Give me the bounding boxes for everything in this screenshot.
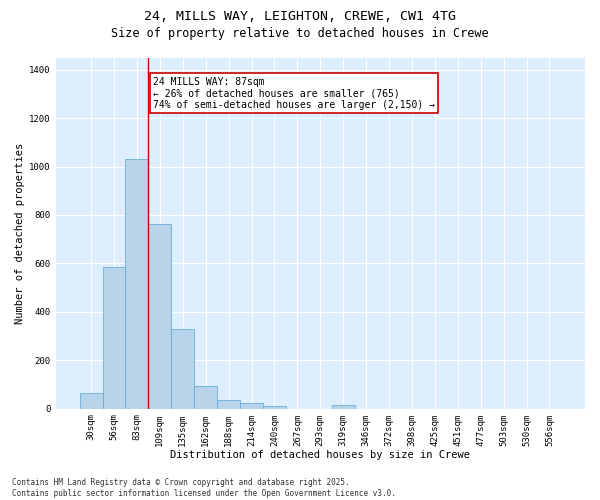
Bar: [125, 159, 148, 408]
Bar: [80, 393, 103, 408]
Bar: [171, 329, 194, 408]
Bar: [194, 386, 217, 408]
Bar: [217, 400, 240, 408]
X-axis label: Distribution of detached houses by size in Crewe: Distribution of detached houses by size …: [170, 450, 470, 460]
Bar: [263, 406, 286, 408]
Text: Size of property relative to detached houses in Crewe: Size of property relative to detached ho…: [111, 28, 489, 40]
Bar: [103, 267, 125, 408]
Bar: [240, 404, 263, 408]
Y-axis label: Number of detached properties: Number of detached properties: [15, 142, 25, 324]
Text: 24 MILLS WAY: 87sqm
← 26% of detached houses are smaller (765)
74% of semi-detac: 24 MILLS WAY: 87sqm ← 26% of detached ho…: [153, 77, 435, 110]
Text: Contains HM Land Registry data © Crown copyright and database right 2025.
Contai: Contains HM Land Registry data © Crown c…: [12, 478, 396, 498]
Bar: [332, 406, 355, 408]
Text: 24, MILLS WAY, LEIGHTON, CREWE, CW1 4TG: 24, MILLS WAY, LEIGHTON, CREWE, CW1 4TG: [144, 10, 456, 23]
Bar: [148, 224, 171, 408]
